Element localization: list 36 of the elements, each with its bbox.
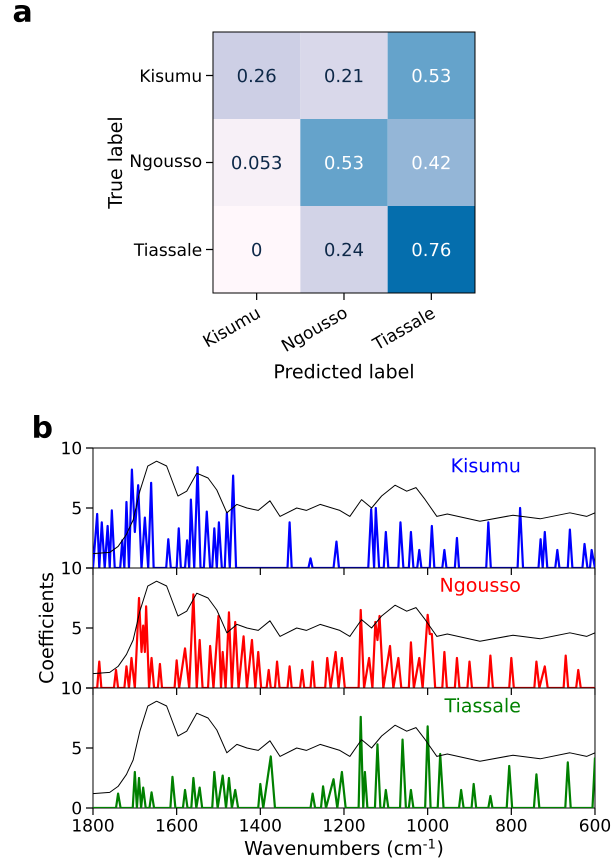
y-tick-label: Kisumu — [140, 68, 201, 82]
series-label: Kisumu — [452, 458, 520, 473]
x-tick-label: 1800 — [73, 818, 114, 832]
y-axis-title: True label — [108, 118, 122, 209]
data-label: 0 — [252, 242, 262, 256]
x-axis-title: Wavenumbers (cm$^{-1}$) — [244, 838, 442, 858]
series-label: Tiassale — [444, 698, 520, 713]
x-tick-label: 600 — [580, 818, 610, 832]
chart-title: b — [34, 414, 52, 438]
y-tick-label: 10 — [62, 682, 82, 694]
x-axis-title: Predicted label — [275, 364, 413, 379]
data-label: 0.42 — [412, 156, 450, 170]
data-label: 0.21 — [325, 68, 362, 82]
y-axis-title: Coefficients — [38, 573, 54, 683]
chart-title: a — [14, 4, 30, 22]
y-tick-label: 5 — [72, 742, 81, 754]
y-tick-label: 5 — [72, 622, 81, 634]
line-series — [92, 716, 595, 808]
data-label: 0.76 — [412, 242, 450, 256]
data-label: 0.26 — [238, 68, 276, 82]
x-tick-label: 800 — [496, 818, 526, 832]
data-label: 0.53 — [325, 156, 363, 170]
y-tick-label: Ngousso — [131, 154, 202, 170]
x-tick-label: 1000 — [408, 818, 448, 832]
y-tick-label: 10 — [62, 562, 82, 574]
x-tick-label: 1600 — [156, 818, 198, 832]
y-tick-label: 10 — [62, 442, 82, 454]
data-label: 0.053 — [232, 156, 281, 170]
series-label: Ngousso — [441, 578, 520, 596]
x-tick-label: 1200 — [324, 818, 364, 832]
y-tick-label: 0 — [72, 802, 82, 814]
y-tick-label: Tiassale — [134, 242, 202, 256]
x-tick-label: 1400 — [240, 818, 281, 832]
y-tick-label: 5 — [72, 502, 81, 514]
data-label: 0.24 — [325, 242, 364, 256]
data-label: 0.53 — [412, 68, 450, 82]
